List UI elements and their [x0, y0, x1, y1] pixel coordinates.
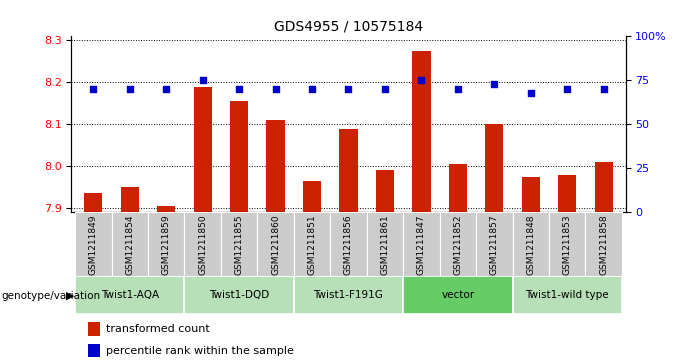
Bar [513, 276, 622, 314]
Bar [112, 212, 148, 276]
Bar [257, 212, 294, 276]
Text: GSM1211859: GSM1211859 [162, 214, 171, 275]
Point [124, 86, 135, 92]
Bar [184, 212, 221, 276]
Bar [221, 212, 257, 276]
Text: GSM1211851: GSM1211851 [307, 214, 316, 275]
Bar [194, 87, 211, 212]
Text: GSM1211848: GSM1211848 [526, 214, 535, 275]
Bar [440, 212, 476, 276]
Bar [267, 120, 285, 212]
Point [88, 86, 99, 92]
Point [379, 86, 390, 92]
Bar [120, 187, 139, 212]
Bar [148, 212, 184, 276]
Text: vector: vector [441, 290, 475, 300]
Bar [513, 212, 549, 276]
Bar [294, 212, 330, 276]
Bar [339, 129, 358, 212]
Point [489, 81, 500, 87]
Bar [330, 212, 367, 276]
Bar [476, 212, 513, 276]
Text: GSM1211857: GSM1211857 [490, 214, 499, 275]
Text: GSM1211858: GSM1211858 [599, 214, 608, 275]
Bar [88, 344, 99, 357]
Text: GSM1211850: GSM1211850 [198, 214, 207, 275]
Text: GSM1211852: GSM1211852 [454, 214, 462, 275]
Bar [585, 212, 622, 276]
Text: GSM1211847: GSM1211847 [417, 214, 426, 275]
Point [526, 90, 537, 95]
Text: GSM1211856: GSM1211856 [344, 214, 353, 275]
Text: genotype/variation: genotype/variation [1, 291, 101, 301]
Point [562, 86, 573, 92]
Point [160, 86, 171, 92]
Bar [522, 177, 540, 212]
Bar [367, 212, 403, 276]
Point [197, 77, 208, 83]
Bar [184, 276, 294, 314]
Bar [403, 276, 513, 314]
Bar [558, 175, 577, 212]
Title: GDS4955 / 10575184: GDS4955 / 10575184 [274, 20, 423, 34]
Bar [303, 181, 321, 212]
Text: percentile rank within the sample: percentile rank within the sample [105, 346, 293, 356]
Text: Twist1-DQD: Twist1-DQD [209, 290, 269, 300]
Text: Twist1-F191G: Twist1-F191G [313, 290, 384, 300]
Point [598, 86, 609, 92]
Text: GSM1211860: GSM1211860 [271, 214, 280, 275]
Bar [594, 162, 613, 212]
Bar [75, 212, 112, 276]
Bar [486, 125, 503, 212]
Bar [294, 276, 403, 314]
Point [452, 86, 463, 92]
Text: transformed count: transformed count [105, 324, 209, 334]
Text: GSM1211861: GSM1211861 [381, 214, 390, 275]
Bar [75, 276, 184, 314]
Text: GSM1211855: GSM1211855 [235, 214, 243, 275]
Text: GSM1211853: GSM1211853 [563, 214, 572, 275]
Bar [230, 101, 248, 212]
Text: ▶: ▶ [66, 291, 75, 301]
Point [416, 77, 427, 83]
Point [307, 86, 318, 92]
Bar [549, 212, 585, 276]
Text: GSM1211849: GSM1211849 [89, 214, 98, 275]
Bar [376, 171, 394, 212]
Bar [88, 322, 99, 336]
Bar [449, 164, 467, 212]
Bar [412, 51, 430, 212]
Text: Twist1-wild type: Twist1-wild type [526, 290, 609, 300]
Bar [157, 206, 175, 212]
Bar [84, 193, 103, 212]
Point [343, 86, 354, 92]
Bar [403, 212, 440, 276]
Point [270, 86, 281, 92]
Text: GSM1211854: GSM1211854 [125, 214, 134, 275]
Text: Twist1-AQA: Twist1-AQA [101, 290, 159, 300]
Point [234, 86, 245, 92]
